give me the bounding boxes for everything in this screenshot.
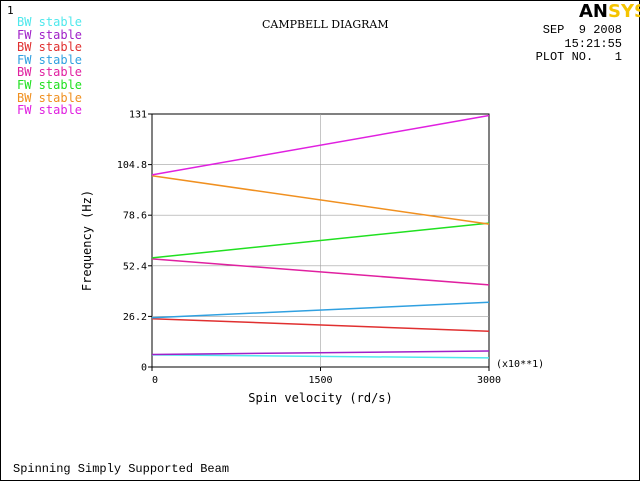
legend-entry: FW stable [17, 27, 83, 42]
series-line [151, 222, 490, 259]
x-axis-label: Spin velocity (rd/s) [248, 391, 393, 405]
y-tick-label: 131 [129, 110, 147, 121]
y-tick-label: 78.6 [123, 211, 147, 222]
logo-prefix: AN [579, 1, 608, 22]
legend-entry: FW stable [17, 77, 83, 92]
x-multiplier-label: (x10**1) [496, 359, 544, 370]
chart-title: CAMPBELL DIAGRAM [262, 18, 389, 31]
series-line [151, 317, 490, 333]
y-tick-label: 52.4 [123, 261, 147, 272]
series-line [151, 175, 490, 225]
plot-date: SEP 9 2008 [542, 23, 622, 37]
y-tick-label: 0 [141, 363, 147, 374]
y-axis-label: Frequency (Hz) [80, 190, 94, 291]
y-tick-label: 26.2 [123, 312, 147, 323]
plot-subtitle: Spinning Simply Supported Beam [13, 462, 230, 476]
window-number: 1 [7, 4, 14, 17]
series-line [151, 350, 490, 356]
series-line [151, 114, 490, 176]
legend-entry: FW stable [17, 52, 83, 67]
plot-time: 15:21:55 [564, 36, 622, 51]
series-line [151, 258, 490, 286]
series-line [151, 354, 490, 359]
plot-info: SEP 9 2008 15:21:55 PLOT NO. 1 [535, 23, 622, 65]
y-tick-label: 104.8 [117, 160, 147, 171]
legend-entry: BW stable [17, 90, 83, 105]
legend-entry: BW stable [17, 65, 83, 80]
x-tick-label: 3000 [477, 375, 501, 386]
legend: BW stable FW stable BW stable FW stable BW s… [17, 16, 82, 117]
legend-entry: BW stable [17, 15, 83, 29]
x-tick-label: 1500 [308, 375, 332, 386]
x-tick-label: 0 [152, 375, 158, 386]
plot-number: PLOT NO. 1 [535, 50, 622, 64]
series-line [151, 301, 490, 319]
legend-entry: FW stable [17, 103, 83, 118]
legend-entry: BW stable [17, 40, 83, 55]
logo-suffix: SYS [608, 1, 640, 22]
